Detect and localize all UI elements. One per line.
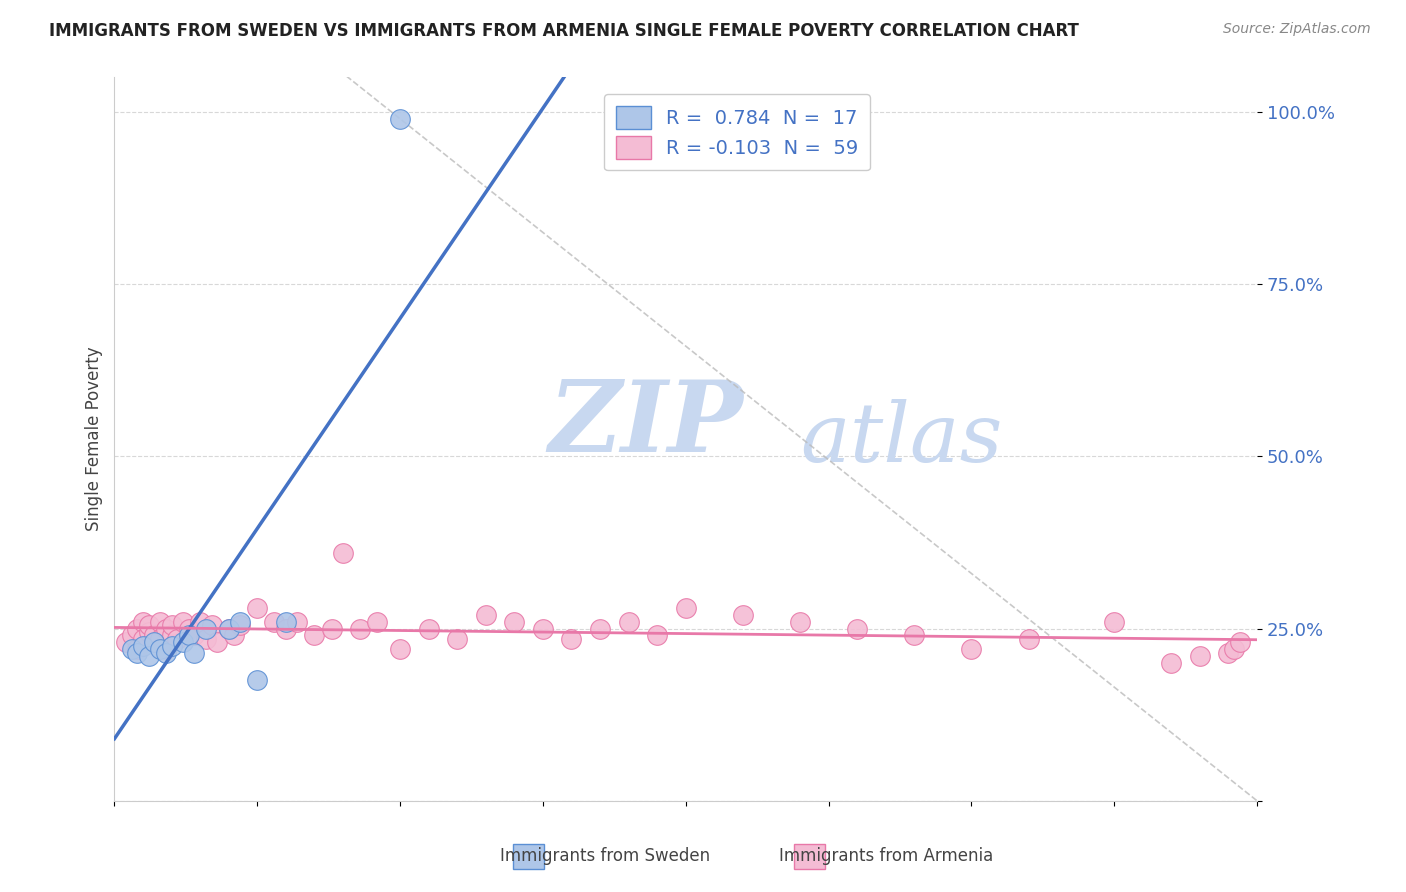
Point [138,625,160,640]
Point [246,600,269,615]
Point [1223,642,1246,657]
Point [321,622,343,636]
Point [229,615,252,629]
Point [675,600,697,615]
Point [160,639,183,653]
Point [389,112,412,126]
Point [132,615,155,629]
Point [503,615,526,629]
Point [138,649,160,664]
Point [731,607,754,622]
Point [589,622,612,636]
Point [127,642,149,657]
Point [645,628,668,642]
Point [194,632,217,646]
Point [418,622,440,636]
Point [285,615,308,629]
Point [160,628,183,642]
Point [789,615,811,629]
Text: Source: ZipAtlas.com: Source: ZipAtlas.com [1223,22,1371,37]
Point [183,646,205,660]
Text: Immigrants from Armenia: Immigrants from Armenia [779,847,993,865]
Point [132,632,155,646]
Point [155,642,177,657]
Point [188,615,211,629]
Point [149,632,172,646]
Point [160,618,183,632]
Point [155,622,177,636]
Point [1229,635,1251,649]
Point [155,646,177,660]
Point [531,622,554,636]
Point [149,615,172,629]
Point [246,673,269,688]
Point [474,607,496,622]
Point [218,622,240,636]
Point [1018,632,1040,646]
Point [274,615,297,629]
Point [1218,646,1240,660]
Point [138,618,160,632]
Point [903,628,925,642]
Point [127,622,149,636]
Point [183,628,205,642]
Point [207,635,229,649]
Point [218,622,240,636]
Point [166,632,188,646]
Point [617,615,640,629]
Point [143,635,166,649]
Point [446,632,468,646]
Point [200,618,222,632]
Point [263,615,285,629]
Y-axis label: Single Female Poverty: Single Female Poverty [86,347,103,532]
Text: atlas: atlas [800,399,1002,479]
Point [229,618,252,632]
Point [172,615,194,629]
Point [121,628,143,642]
Point [224,628,246,642]
Text: ZIP: ZIP [548,376,744,473]
Point [389,642,412,657]
Point [143,635,166,649]
Point [115,635,138,649]
Point [560,632,582,646]
Point [1188,649,1211,664]
Point [177,622,200,636]
Point [846,622,869,636]
Point [1160,656,1182,670]
Point [304,628,326,642]
Point [274,622,297,636]
Point [194,622,217,636]
Text: IMMIGRANTS FROM SWEDEN VS IMMIGRANTS FROM ARMENIA SINGLE FEMALE POVERTY CORRELAT: IMMIGRANTS FROM SWEDEN VS IMMIGRANTS FRO… [49,22,1078,40]
Point [177,628,200,642]
Point [1102,615,1125,629]
Point [349,622,371,636]
Point [172,635,194,649]
Point [121,642,143,657]
Point [132,639,155,653]
Point [149,642,172,657]
Text: Immigrants from Sweden: Immigrants from Sweden [499,847,710,865]
Legend: R =  0.784  N =  17, R = -0.103  N =  59: R = 0.784 N = 17, R = -0.103 N = 59 [605,95,870,170]
Point [366,615,388,629]
Point [143,628,166,642]
Point [960,642,983,657]
Point [332,546,354,560]
Point [127,646,149,660]
